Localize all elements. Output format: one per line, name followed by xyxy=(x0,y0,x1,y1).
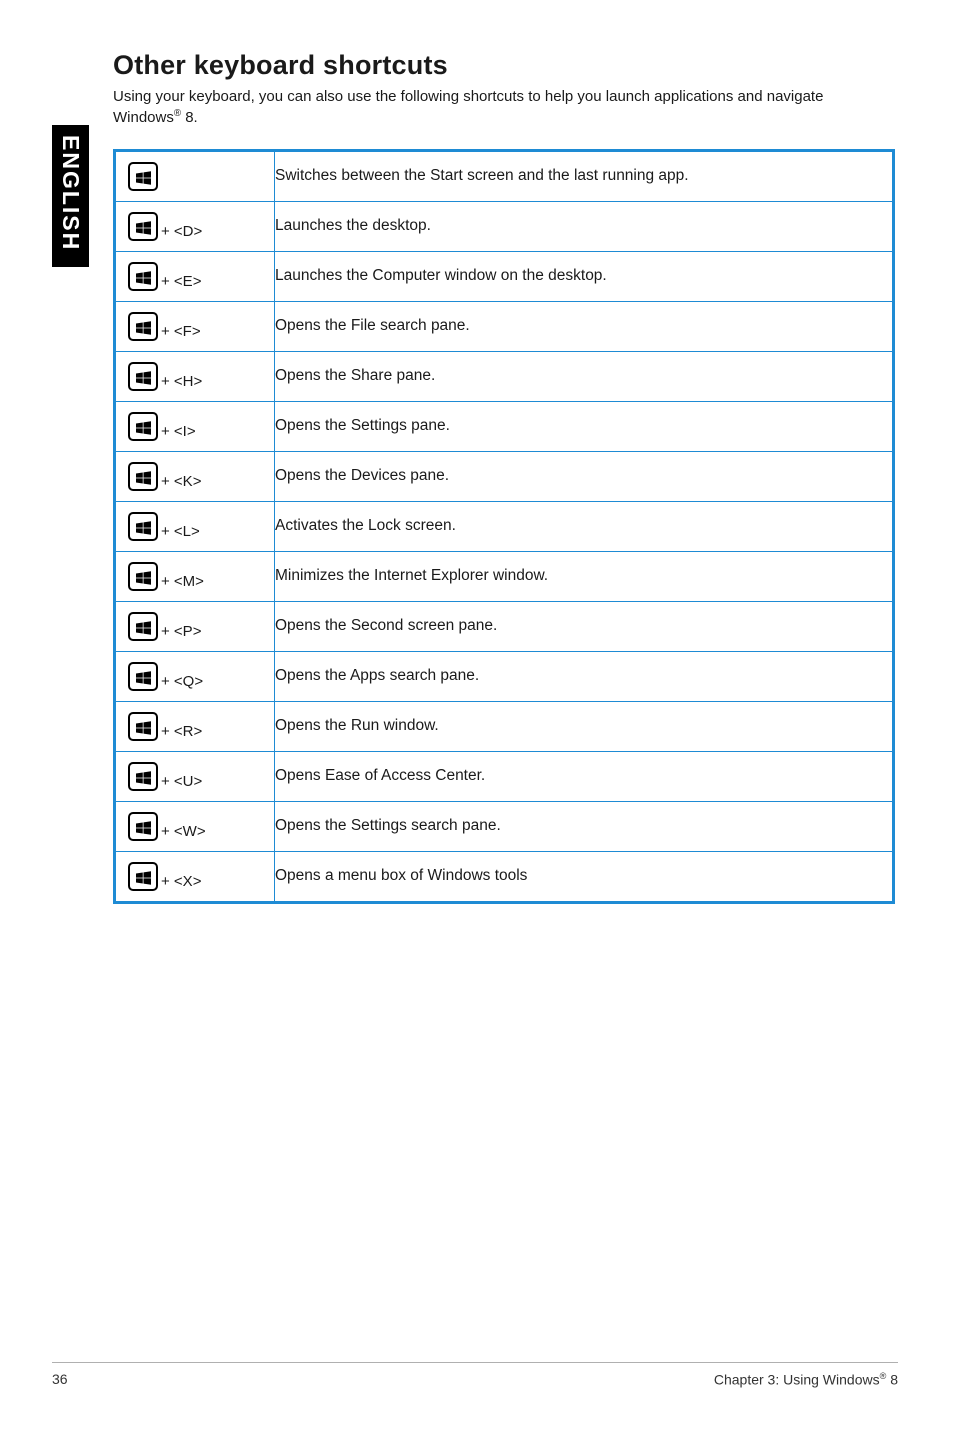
footer-right-pre: Chapter 3: Using Windows xyxy=(714,1372,880,1388)
shortcut-key-cell: + <Q> xyxy=(115,651,275,701)
language-tab: ENGLISH xyxy=(52,125,89,267)
table-row: + <U> Opens Ease of Access Center. xyxy=(115,751,894,801)
shortcut-description: Opens the Run window. xyxy=(275,701,894,751)
page-footer: 36 Chapter 3: Using Windows® 8 xyxy=(52,1362,898,1388)
key-suffix: + <R> xyxy=(161,724,202,741)
windows-key-icon xyxy=(128,562,158,591)
shortcut-description: Opens the Settings pane. xyxy=(275,401,894,451)
intro-text: Using your keyboard, you can also use th… xyxy=(113,87,895,129)
shortcut-key-cell: + <F> xyxy=(115,301,275,351)
key-suffix: + <K> xyxy=(161,474,201,491)
shortcut-description: Activates the Lock screen. xyxy=(275,501,894,551)
main-content: Other keyboard shortcuts Using your keyb… xyxy=(113,50,895,904)
windows-key-icon xyxy=(128,612,158,641)
shortcut-description: Opens the Second screen pane. xyxy=(275,601,894,651)
windows-key-icon xyxy=(128,312,158,341)
key-suffix: + <E> xyxy=(161,274,201,291)
shortcut-key-cell: + <R> xyxy=(115,701,275,751)
key-suffix: + <X> xyxy=(161,874,201,891)
shortcut-description: Launches the Computer window on the desk… xyxy=(275,251,894,301)
table-row: + <Q> Opens the Apps search pane. xyxy=(115,651,894,701)
shortcut-key-cell: + <I> xyxy=(115,401,275,451)
shortcut-key-cell: + <U> xyxy=(115,751,275,801)
shortcut-key-cell: + <W> xyxy=(115,801,275,851)
table-row: + <I> Opens the Settings pane. xyxy=(115,401,894,451)
intro-sup: ® xyxy=(174,108,181,119)
table-row: + <M> Minimizes the Internet Explorer win… xyxy=(115,551,894,601)
key-suffix: + <U> xyxy=(161,774,202,791)
shortcut-description: Opens the File search pane. xyxy=(275,301,894,351)
shortcut-key-cell: + <E> xyxy=(115,251,275,301)
shortcut-key-cell: + <L> xyxy=(115,501,275,551)
shortcut-description: Opens the Apps search pane. xyxy=(275,651,894,701)
windows-key-icon xyxy=(128,662,158,691)
shortcut-description: Opens the Share pane. xyxy=(275,351,894,401)
shortcut-key-cell: + <H> xyxy=(115,351,275,401)
shortcut-key-cell: + <P> xyxy=(115,601,275,651)
table-row: + <R> Opens the Run window. xyxy=(115,701,894,751)
windows-key-icon xyxy=(128,812,158,841)
key-suffix: + <Q> xyxy=(161,674,203,691)
key-suffix: + <H> xyxy=(161,374,202,391)
windows-key-icon xyxy=(128,862,158,891)
shortcut-key-cell xyxy=(115,150,275,201)
shortcut-key-cell: + <X> xyxy=(115,851,275,902)
windows-key-icon xyxy=(128,462,158,491)
key-suffix: + <M> xyxy=(161,574,204,591)
key-suffix: + <L> xyxy=(161,524,200,541)
table-row: + <L> Activates the Lock screen. xyxy=(115,501,894,551)
windows-key-icon xyxy=(128,212,158,241)
table-row: + <D> Launches the desktop. xyxy=(115,201,894,251)
windows-key-icon xyxy=(128,362,158,391)
shortcut-description: Minimizes the Internet Explorer window. xyxy=(275,551,894,601)
windows-key-icon xyxy=(128,512,158,541)
shortcut-description: Opens the Devices pane. xyxy=(275,451,894,501)
table-row: + <X> Opens a menu box of Windows tools xyxy=(115,851,894,902)
table-row: + <K> Opens the Devices pane. xyxy=(115,451,894,501)
table-row: + <E> Launches the Computer window on the… xyxy=(115,251,894,301)
shortcut-description: Launches the desktop. xyxy=(275,201,894,251)
key-suffix: + <W> xyxy=(161,824,206,841)
table-row: + <W> Opens the Settings search pane. xyxy=(115,801,894,851)
windows-key-icon xyxy=(128,712,158,741)
shortcut-description: Opens a menu box of Windows tools xyxy=(275,851,894,902)
footer-chapter: Chapter 3: Using Windows® 8 xyxy=(714,1371,898,1388)
windows-key-icon xyxy=(128,262,158,291)
intro-pre: Using your keyboard, you can also use th… xyxy=(113,88,823,126)
shortcut-description: Opens the Settings search pane. xyxy=(275,801,894,851)
key-suffix: + <F> xyxy=(161,324,201,341)
table-row: Switches between the Start screen and th… xyxy=(115,150,894,201)
intro-post: 8. xyxy=(181,109,198,126)
windows-key-icon xyxy=(128,162,158,191)
table-row: + <F> Opens the File search pane. xyxy=(115,301,894,351)
windows-key-icon xyxy=(128,412,158,441)
shortcut-key-cell: + <M> xyxy=(115,551,275,601)
footer-right-post: 8 xyxy=(886,1372,898,1388)
windows-key-icon xyxy=(128,762,158,791)
key-suffix: + <D> xyxy=(161,224,202,241)
shortcut-key-cell: + <D> xyxy=(115,201,275,251)
page-title: Other keyboard shortcuts xyxy=(113,50,895,81)
shortcut-description: Switches between the Start screen and th… xyxy=(275,150,894,201)
key-suffix: + <P> xyxy=(161,624,201,641)
shortcut-table: Switches between the Start screen and th… xyxy=(113,149,895,904)
key-suffix: + <I> xyxy=(161,424,196,441)
shortcut-key-cell: + <K> xyxy=(115,451,275,501)
table-row: + <P> Opens the Second screen pane. xyxy=(115,601,894,651)
shortcut-description: Opens Ease of Access Center. xyxy=(275,751,894,801)
table-row: + <H> Opens the Share pane. xyxy=(115,351,894,401)
footer-page-number: 36 xyxy=(52,1371,68,1388)
